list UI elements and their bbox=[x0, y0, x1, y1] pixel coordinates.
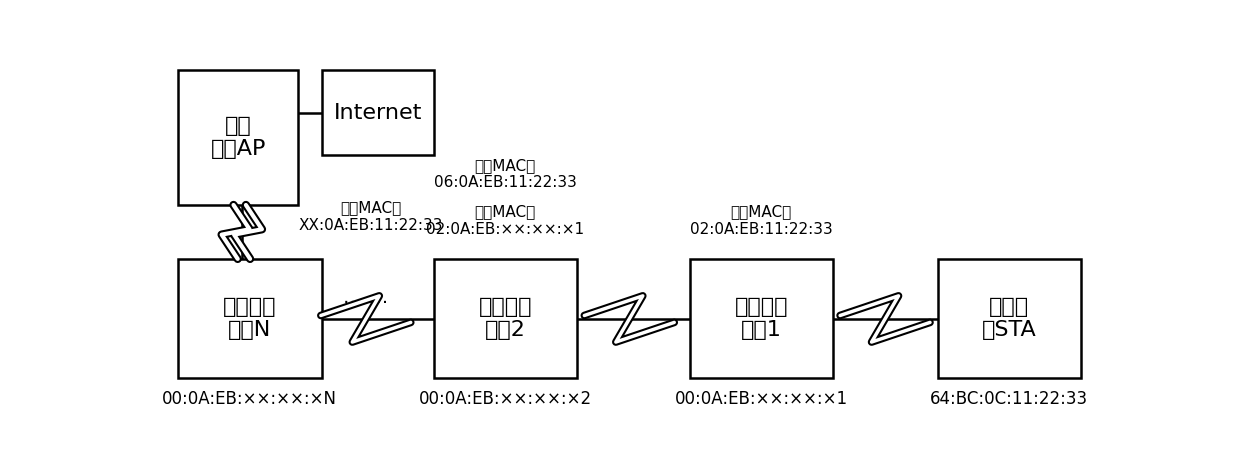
Bar bbox=[434, 259, 578, 378]
Text: 虚拟MAC：
02:0A:EB:××:××:×1: 虚拟MAC： 02:0A:EB:××:××:×1 bbox=[427, 204, 584, 237]
Text: Internet: Internet bbox=[334, 102, 422, 122]
Text: 00:0A:EB:××:××:×N: 00:0A:EB:××:××:×N bbox=[162, 390, 337, 408]
Text: 无线中继
设备N: 无线中继 设备N bbox=[223, 297, 277, 340]
Text: 虚拟MAC：
06:0A:EB:11:22:33: 虚拟MAC： 06:0A:EB:11:22:33 bbox=[434, 158, 577, 191]
Text: … …: … … bbox=[343, 288, 388, 307]
Bar bbox=[689, 259, 833, 378]
Text: 无线中继
设备2: 无线中继 设备2 bbox=[479, 297, 532, 340]
Bar bbox=[179, 70, 299, 205]
Text: 00:0A:EB:××:××:×2: 00:0A:EB:××:××:×2 bbox=[419, 390, 591, 408]
Bar bbox=[321, 70, 434, 155]
Text: 虚拟MAC：
XX:0A:EB:11:22:33: 虚拟MAC： XX:0A:EB:11:22:33 bbox=[299, 200, 443, 233]
Text: 00:0A:EB:××:××:×1: 00:0A:EB:××:××:×1 bbox=[675, 390, 848, 408]
Text: 64:BC:0C:11:22:33: 64:BC:0C:11:22:33 bbox=[930, 390, 1089, 408]
Text: 无线中继
设备1: 无线中继 设备1 bbox=[734, 297, 789, 340]
Bar bbox=[937, 259, 1081, 378]
Text: 虚拟MAC：
02:0A:EB:11:22:33: 虚拟MAC： 02:0A:EB:11:22:33 bbox=[689, 204, 832, 237]
Text: 前端
无线AP: 前端 无线AP bbox=[211, 116, 267, 159]
Bar bbox=[179, 259, 321, 378]
Text: 后端无
线STA: 后端无 线STA bbox=[982, 297, 1037, 340]
